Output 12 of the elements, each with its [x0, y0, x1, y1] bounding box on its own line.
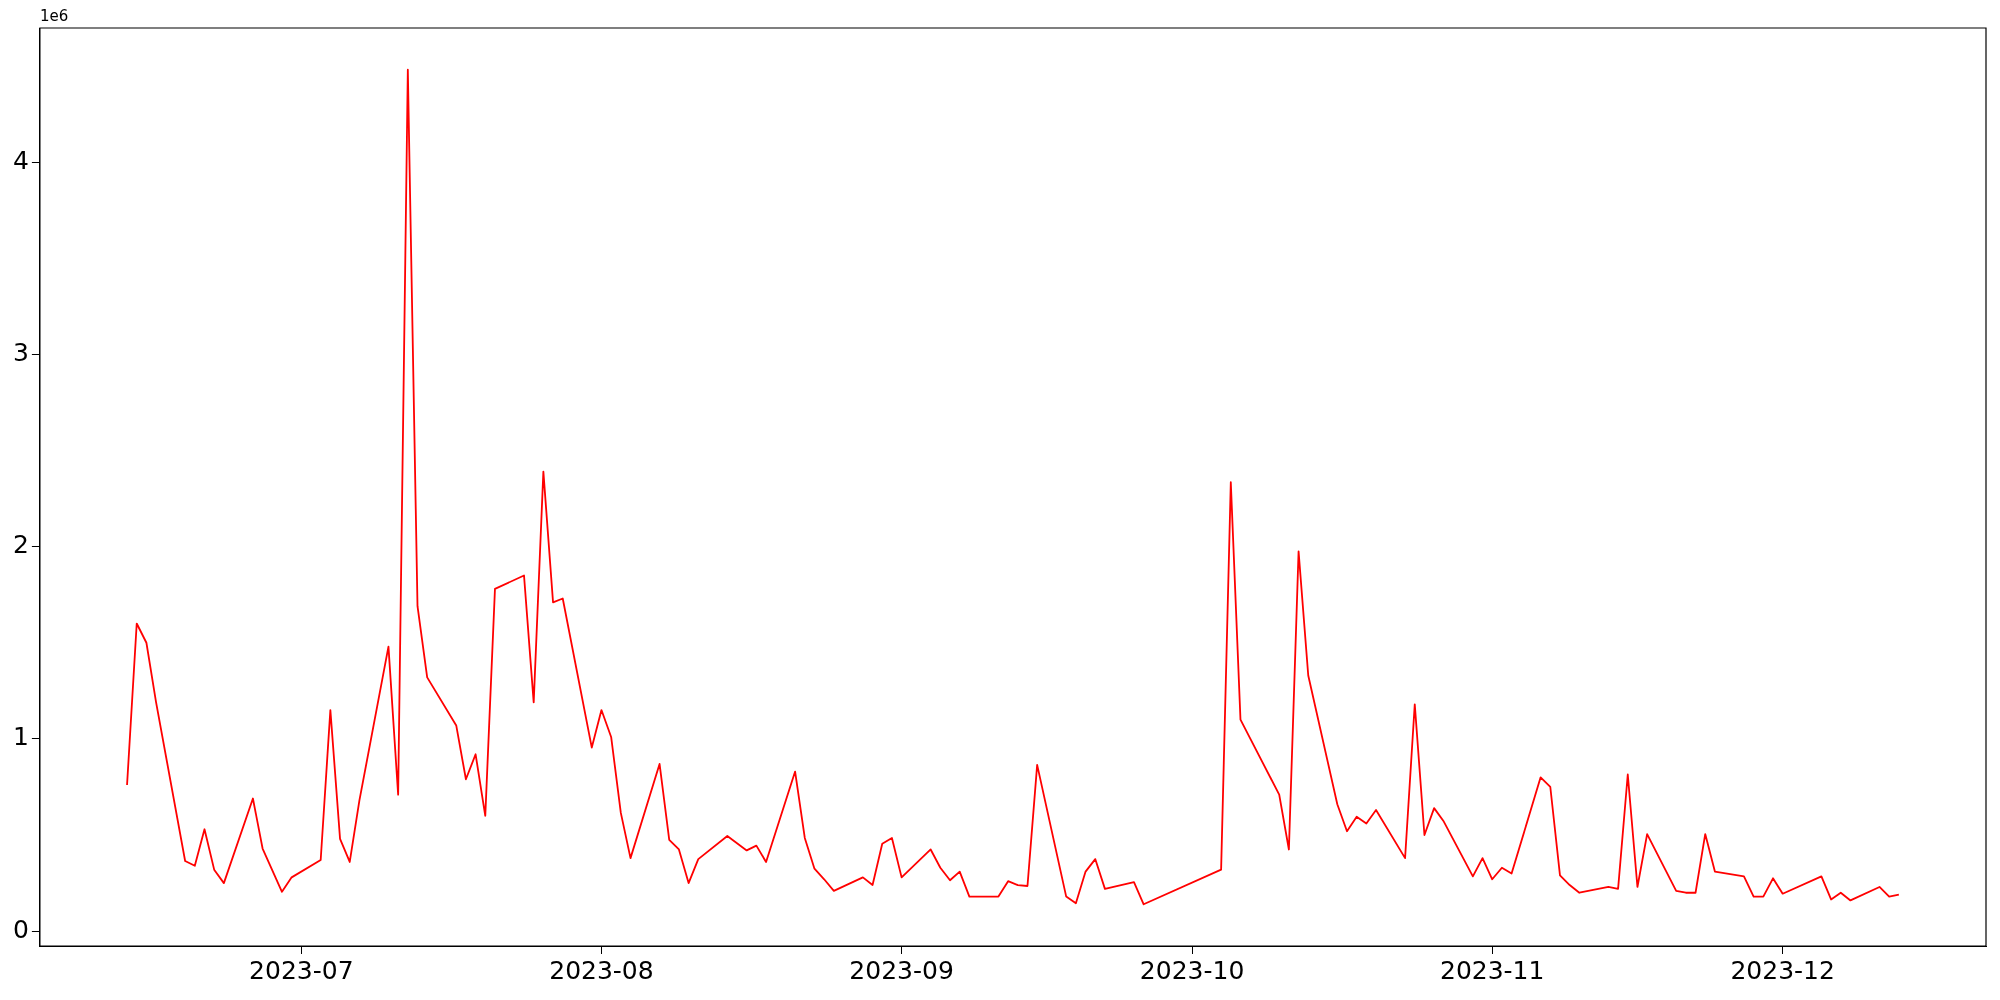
y-tick-label: 1 [13, 722, 29, 752]
y-tick-label: 3 [13, 337, 29, 367]
x-tick-label: 2023-10 [1139, 955, 1245, 985]
x-tick-label: 2023-11 [1439, 955, 1545, 985]
x-tick-label: 2023-07 [249, 955, 354, 985]
y-tick-label: 2 [13, 530, 29, 560]
y-tick-label: 0 [13, 914, 29, 944]
y-tick-label: 4 [13, 145, 29, 175]
x-tick-label: 2023-09 [849, 955, 954, 985]
text: 1e6 [39, 7, 69, 26]
x-tick-label: 2023-08 [549, 955, 654, 985]
x-tick-label: 2023-12 [1730, 955, 1835, 985]
